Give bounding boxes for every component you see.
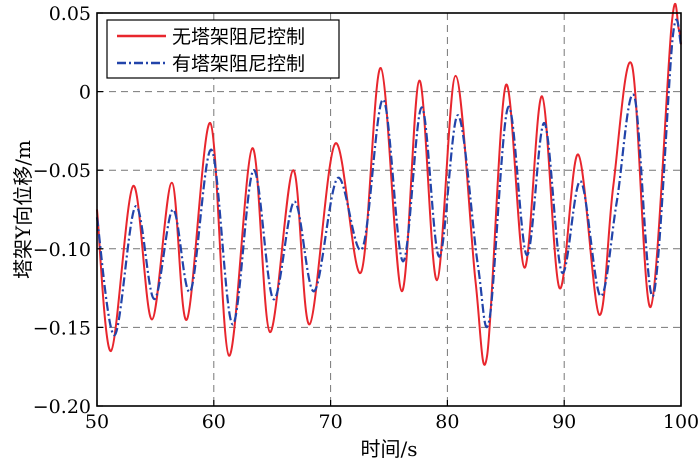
x-axis-title: 时间/s (360, 437, 417, 461)
x-tick-label: 50 (85, 411, 109, 433)
y-tick-label: −0.10 (33, 239, 91, 261)
legend-label-no-damping: 无塔架阻尼控制 (172, 26, 305, 48)
x-tick-label: 80 (435, 411, 459, 433)
x-tick-label: 100 (663, 411, 699, 433)
series-line-no-damping (96, 2, 682, 366)
axis-ticks: 50 60 70 80 90 100 0.05 0 −0.05 −0.10 −0.15 −0.20 (33, 3, 699, 433)
plot-frame (96, 12, 682, 407)
y-axis-title: 塔架Y向位移/m (11, 140, 35, 279)
series-lines (95, 2, 683, 366)
x-tick-label: 60 (202, 411, 226, 433)
y-tick-label: −0.15 (33, 317, 91, 339)
series-line-with-damping (95, 18, 683, 337)
legend: 无塔架阻尼控制 有塔架阻尼控制 (106, 19, 340, 79)
x-tick-label: 70 (319, 411, 343, 433)
legend-label-with-damping: 有塔架阻尼控制 (172, 53, 305, 75)
y-tick-label: 0 (79, 82, 91, 104)
legend-box (106, 19, 340, 79)
y-tick-label: −0.20 (33, 396, 91, 418)
y-tick-label: 0.05 (49, 3, 91, 25)
x-tick-label: 90 (552, 411, 576, 433)
y-tick-label: −0.05 (33, 160, 91, 182)
